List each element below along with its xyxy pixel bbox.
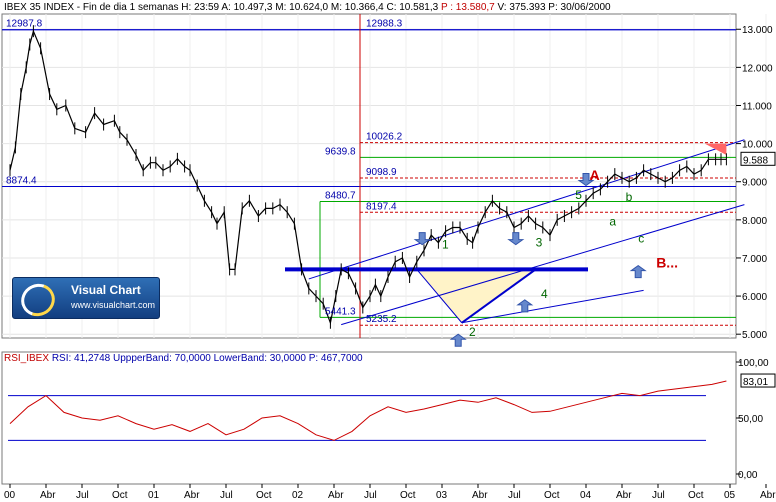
wave-label-B: B... [656, 254, 678, 270]
logo-swoosh-icon [15, 278, 61, 322]
wave-arrow-icon [629, 264, 647, 279]
chart-header: IBEX 35 INDEX - Fin de dia 1 semanas H: … [4, 2, 611, 13]
x-tick-label: Abr [760, 490, 776, 501]
x-tick-label: Abr [616, 490, 632, 501]
price-tick-label: 10.000 [742, 140, 773, 151]
wave-label-wa: a [609, 215, 616, 229]
wave-label-wb: b [626, 190, 633, 204]
level-label: 5441.3 [325, 306, 356, 317]
level-label: 9639.8 [325, 146, 356, 157]
last-price-box [740, 151, 776, 166]
rsi-lower: LowerBand: 30,0000 [213, 353, 306, 364]
x-tick-label: Jul [652, 490, 665, 501]
wave-label-w4: 4 [541, 287, 548, 301]
trend-lower [341, 204, 745, 326]
level-label: 12988.3 [366, 19, 403, 30]
x-tick-label: 04 [580, 490, 592, 501]
x-tick-label: Abr [472, 490, 488, 501]
x-tick-label: Oct [112, 490, 128, 501]
x-tick-label: Jul [76, 490, 89, 501]
wedge-left [416, 269, 463, 324]
logo-title: Visual Chart [71, 283, 141, 297]
x-tick-label: 03 [436, 490, 448, 501]
wedge-fill [416, 269, 536, 323]
price-tick-label: 7.000 [742, 254, 767, 265]
rsi-series [8, 380, 727, 441]
logo-url: www.visualchart.com [71, 300, 156, 310]
level-label: 8197.4 [366, 201, 397, 212]
wave-arrow-icon [507, 232, 525, 246]
price-tick-label: 9.000 [742, 178, 767, 189]
header-date: P: 30/06/2000 [548, 2, 611, 13]
rsi-plot-area [1, 351, 737, 485]
level-label: 9098.9 [366, 167, 397, 178]
rsi-name: RSI_IBEX [4, 353, 50, 364]
x-tick-label: Oct [256, 490, 272, 501]
level-label: 8480.7 [325, 191, 356, 202]
x-tick-label: Abr [184, 490, 200, 501]
wave-label-A: A [590, 167, 600, 183]
annotation-labels: 12987.8 12988.3 10026.2 9639.8 9098.9 8874.4 8… [6, 19, 776, 388]
level-label: 8874.4 [6, 176, 37, 187]
price-tick-label: 13.000 [742, 25, 773, 36]
wave-arrow-icon [516, 299, 534, 313]
rsi-header: RSI_IBEX RSI: 41,2748 UppperBand: 70,000… [4, 353, 363, 364]
header-low: M: 10.366,4 [330, 2, 384, 13]
header-title: IBEX 35 INDEX - Fin de dia 1 semanas H: … [4, 2, 220, 13]
last-rsi-box [740, 373, 776, 388]
x-tick-label: 00 [4, 490, 16, 501]
price-tick-label: 5.000 [742, 330, 767, 341]
axes: 13.000 12.000 11.000 10.000 9.000 8.000 7.000 6… [4, 25, 776, 501]
x-tick-label: 05 [724, 490, 736, 501]
rsi-line [9, 380, 727, 441]
wave-label-w5: 5 [575, 188, 582, 202]
x-tick-label: Abr [40, 490, 56, 501]
price-tick-label: 8.000 [742, 216, 767, 227]
wave-label-w3: 3 [536, 236, 543, 250]
x-tick-label: Jul [364, 490, 377, 501]
rsi-upper: UppperBand: 70,0000 [112, 353, 211, 364]
price-series [9, 25, 727, 329]
x-tick-label: Abr [328, 490, 344, 501]
wave-arrow-icon [577, 173, 595, 187]
last-rsi-label: 83,01 [743, 377, 768, 388]
wave-label-wc: c [638, 232, 644, 246]
header-volume: V: 375.393 [497, 2, 546, 13]
price-tick-label: 6.000 [742, 292, 767, 303]
wave-label-w1: 1 [442, 237, 449, 251]
x-tick-label: 02 [292, 490, 304, 501]
price-tick-label: 12.000 [742, 63, 773, 74]
header-open: A: 10.497,3 [221, 2, 273, 13]
wave-label-w2: 2 [469, 325, 476, 339]
wave-arrow-icon [449, 333, 467, 347]
header-close: C: 10.581,3 [386, 2, 439, 13]
rsi-tick-label: 50,00 [738, 414, 763, 425]
rsi-tick-label: 100,00 [738, 358, 769, 369]
x-tick-label: Jul [220, 490, 233, 501]
trend-bottom [461, 289, 644, 324]
level-label: 10026.2 [366, 132, 403, 143]
level-label: 12987.8 [6, 19, 43, 30]
header-p: P : 13.580,7 [440, 2, 495, 13]
last-price-label: 9.588 [743, 155, 768, 166]
x-tick-label: Jul [508, 490, 521, 501]
wedge-line [461, 268, 537, 324]
x-tick-label: Oct [544, 490, 560, 501]
analysis-overlay [2, 14, 745, 338]
header-high: M: 10.624,0 [275, 2, 329, 13]
trend-upper [308, 139, 745, 280]
rsi-tick-label: 0,00 [738, 470, 758, 481]
rsi-p: P: 467,7000 [308, 353, 363, 364]
x-tick-label: Oct [400, 490, 416, 501]
visual-chart-logo: Visual Chart www.visualchart.com [12, 277, 160, 322]
rsi-value: RSI: 41,2748 [51, 353, 111, 364]
price-tick-label: 11.000 [742, 101, 772, 112]
x-tick-label: Oct [688, 490, 704, 501]
wave-arrow-icon [413, 232, 431, 246]
x-tick-label: 01 [148, 490, 160, 501]
level-label: 5235.2 [366, 314, 397, 325]
target-zone [704, 143, 727, 156]
